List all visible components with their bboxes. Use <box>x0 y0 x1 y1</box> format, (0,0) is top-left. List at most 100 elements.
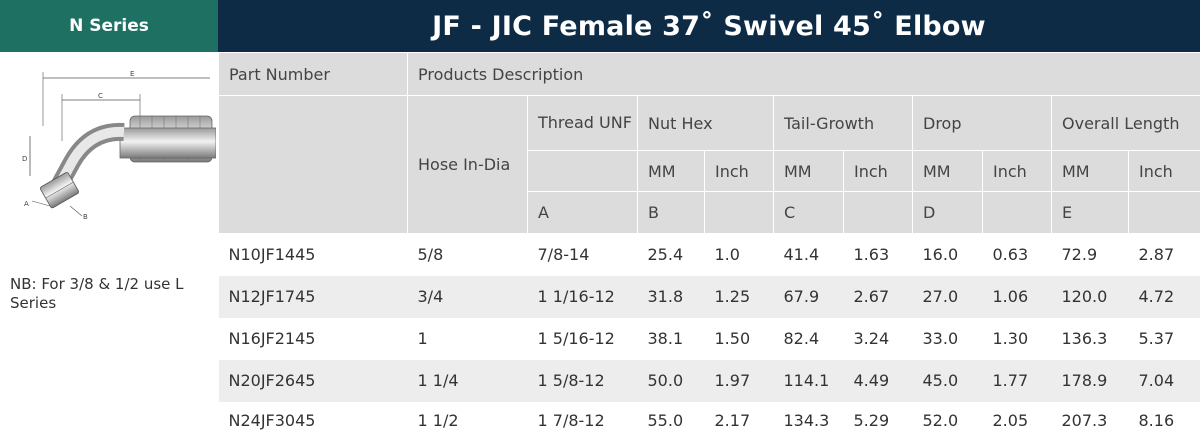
cell-drop-mm: 16.0 <box>913 234 983 276</box>
cell-tail-inch: 1.63 <box>844 234 913 276</box>
header-dim-c: C <box>774 192 844 234</box>
header-dim-c-blank <box>844 192 913 234</box>
cell-nut-inch: 1.0 <box>705 234 774 276</box>
series-note: NB: For 3/8 & 1/2 use L Series <box>10 275 210 313</box>
header-tail-growth: Tail-Growth <box>774 96 913 151</box>
diagram-label-e: E <box>130 70 134 78</box>
header-thread-unit-blank <box>528 151 638 192</box>
header-nut-hex: Nut Hex <box>638 96 774 151</box>
cell-thread: 1 1/16-12 <box>528 276 638 318</box>
left-panel: N Series E C D <box>0 0 218 439</box>
table-row: N12JF1745 3/4 1 1/16-12 31.8 1.25 67.9 2… <box>219 276 1200 318</box>
cell-drop-mm: 33.0 <box>913 318 983 360</box>
cell-nut-mm: 31.8 <box>638 276 705 318</box>
header-nut-inch: Inch <box>705 151 774 192</box>
diagram-label-b: B <box>83 213 88 221</box>
header-dim-e-blank <box>1129 192 1200 234</box>
cell-hose: 1 <box>408 318 528 360</box>
cell-tail-inch: 5.29 <box>844 402 913 440</box>
header-thread-unf: Thread UNF <box>528 96 638 151</box>
cell-nut-mm: 50.0 <box>638 360 705 402</box>
cell-hose: 5/8 <box>408 234 528 276</box>
cell-thread: 1 5/16-12 <box>528 318 638 360</box>
header-tail-mm: MM <box>774 151 844 192</box>
header-length-mm: MM <box>1052 151 1129 192</box>
header-tail-inch: Inch <box>844 151 913 192</box>
cell-drop-inch: 2.05 <box>983 402 1052 440</box>
cell-drop-inch: 1.30 <box>983 318 1052 360</box>
cell-length-mm: 120.0 <box>1052 276 1129 318</box>
table-row: N16JF2145 1 1 5/16-12 38.1 1.50 82.4 3.2… <box>219 318 1200 360</box>
cell-length-inch: 7.04 <box>1129 360 1200 402</box>
cell-nut-mm: 25.4 <box>638 234 705 276</box>
cell-drop-mm: 27.0 <box>913 276 983 318</box>
cell-nut-inch: 1.25 <box>705 276 774 318</box>
cell-part-number: N24JF3045 <box>219 402 408 440</box>
cell-length-mm: 178.9 <box>1052 360 1129 402</box>
cell-length-inch: 2.87 <box>1129 234 1200 276</box>
diagram-label-d: D <box>22 155 27 163</box>
cell-part-number: N20JF2645 <box>219 360 408 402</box>
header-dim-e: E <box>1052 192 1129 234</box>
header-dim-a: A <box>528 192 638 234</box>
header-nut-mm: MM <box>638 151 705 192</box>
table-row: N20JF2645 1 1/4 1 5/8-12 50.0 1.97 114.1… <box>219 360 1200 402</box>
diagram-label-c: C <box>98 92 103 100</box>
cell-tail-mm: 67.9 <box>774 276 844 318</box>
cell-nut-mm: 38.1 <box>638 318 705 360</box>
header-drop-mm: MM <box>913 151 983 192</box>
series-label: N Series <box>0 0 218 52</box>
header-row-1: Part Number Products Description <box>219 53 1200 96</box>
header-overall-length: Overall Length <box>1052 96 1200 151</box>
cell-tail-inch: 4.49 <box>844 360 913 402</box>
cell-length-mm: 72.9 <box>1052 234 1129 276</box>
cell-length-inch: 5.37 <box>1129 318 1200 360</box>
cell-drop-inch: 0.63 <box>983 234 1052 276</box>
cell-nut-inch: 1.50 <box>705 318 774 360</box>
header-part-number: Part Number <box>219 53 408 96</box>
header-products-description: Products Description <box>408 53 1200 96</box>
diagram-label-a: A <box>24 200 29 208</box>
cell-tail-mm: 41.4 <box>774 234 844 276</box>
cell-thread: 7/8-14 <box>528 234 638 276</box>
cell-nut-mm: 55.0 <box>638 402 705 440</box>
cell-hose: 1 1/2 <box>408 402 528 440</box>
cell-part-number: N10JF1445 <box>219 234 408 276</box>
header-drop: Drop <box>913 96 1052 151</box>
cell-length-inch: 4.72 <box>1129 276 1200 318</box>
cell-hose: 3/4 <box>408 276 528 318</box>
cell-tail-inch: 3.24 <box>844 318 913 360</box>
cell-length-mm: 136.3 <box>1052 318 1129 360</box>
cell-drop-mm: 45.0 <box>913 360 983 402</box>
header-length-inch: Inch <box>1129 151 1200 192</box>
cell-drop-mm: 52.0 <box>913 402 983 440</box>
cell-length-inch: 8.16 <box>1129 402 1200 440</box>
header-dim-b: B <box>638 192 705 234</box>
cell-nut-inch: 1.97 <box>705 360 774 402</box>
cell-part-number: N12JF1745 <box>219 276 408 318</box>
cell-tail-inch: 2.67 <box>844 276 913 318</box>
cell-hose: 1 1/4 <box>408 360 528 402</box>
table-row: N10JF1445 5/8 7/8-14 25.4 1.0 41.4 1.63 … <box>219 234 1200 276</box>
table-row: N24JF3045 1 1/2 1 7/8-12 55.0 2.17 134.3… <box>219 402 1200 440</box>
header-dim-d-blank <box>983 192 1052 234</box>
header-dim-d: D <box>913 192 983 234</box>
header-drop-inch: Inch <box>983 151 1052 192</box>
page-title: JF - JIC Female 37˚ Swivel 45˚ Elbow <box>218 0 1200 52</box>
header-part-number-blank <box>219 96 408 234</box>
cell-drop-inch: 1.77 <box>983 360 1052 402</box>
cell-tail-mm: 114.1 <box>774 360 844 402</box>
header-hose-in-dia: Hose In-Dia <box>408 96 528 234</box>
spec-table: Part Number Products Description Hose In… <box>218 52 1200 440</box>
cell-tail-mm: 134.3 <box>774 402 844 440</box>
cell-tail-mm: 82.4 <box>774 318 844 360</box>
cell-thread: 1 7/8-12 <box>528 402 638 440</box>
header-row-2: Hose In-Dia Thread UNF Nut Hex Tail-Grow… <box>219 96 1200 151</box>
cell-thread: 1 5/8-12 <box>528 360 638 402</box>
fitting-diagram: E C D A B <box>20 66 216 226</box>
cell-nut-inch: 2.17 <box>705 402 774 440</box>
cell-drop-inch: 1.06 <box>983 276 1052 318</box>
spec-panel: JF - JIC Female 37˚ Swivel 45˚ Elbow Par… <box>218 0 1200 439</box>
cell-part-number: N16JF2145 <box>219 318 408 360</box>
